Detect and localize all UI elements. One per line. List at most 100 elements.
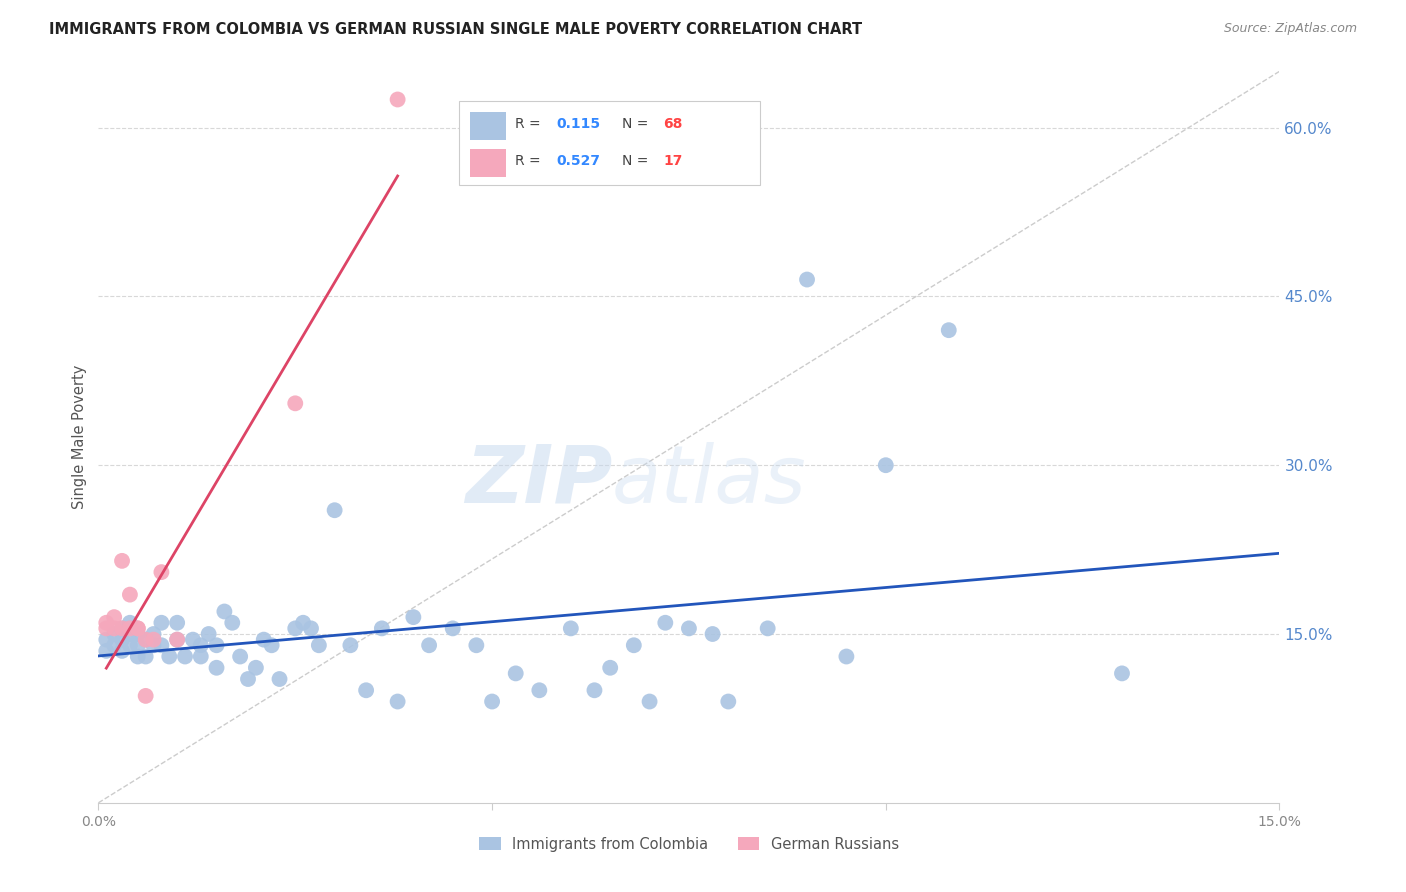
Point [638, 694, 661, 708]
Point [181, 632, 204, 647]
Point [214, 605, 236, 619]
Point [269, 672, 291, 686]
Point [1111, 666, 1133, 681]
Point [127, 649, 149, 664]
Point [150, 638, 173, 652]
Point [96, 632, 118, 647]
Point [678, 621, 700, 635]
Point [118, 627, 141, 641]
Point [190, 638, 212, 652]
Point [245, 661, 267, 675]
Point [111, 621, 134, 635]
Point [481, 694, 503, 708]
FancyBboxPatch shape [458, 101, 759, 185]
Point [190, 649, 212, 664]
Text: 68: 68 [664, 117, 682, 131]
Point [284, 396, 307, 410]
Text: 0.527: 0.527 [557, 154, 600, 169]
Point [599, 661, 621, 675]
Point [111, 644, 134, 658]
Point [583, 683, 606, 698]
Point [103, 610, 125, 624]
Point [135, 632, 157, 647]
Point [623, 638, 645, 652]
Point [229, 649, 252, 664]
Point [560, 621, 582, 635]
Point [135, 632, 157, 647]
Point [118, 615, 141, 630]
Point [529, 683, 551, 698]
Point [96, 621, 118, 635]
Point [157, 649, 180, 664]
Text: N =: N = [621, 117, 652, 131]
Point [796, 272, 818, 286]
FancyBboxPatch shape [471, 150, 506, 178]
Point [205, 661, 228, 675]
Text: N =: N = [621, 154, 652, 169]
Point [103, 638, 125, 652]
Point [371, 621, 394, 635]
Point [127, 621, 149, 635]
Point [260, 638, 283, 652]
Point [875, 458, 897, 473]
Legend: Immigrants from Colombia, German Russians: Immigrants from Colombia, German Russian… [472, 831, 905, 858]
Text: 17: 17 [664, 154, 682, 169]
Point [441, 621, 464, 635]
Point [354, 683, 377, 698]
Point [938, 323, 960, 337]
Point [103, 627, 125, 641]
Point [323, 503, 346, 517]
Point [418, 638, 440, 652]
Text: 0.115: 0.115 [557, 117, 600, 131]
Point [339, 638, 361, 652]
Point [166, 615, 188, 630]
Point [702, 627, 724, 641]
Point [835, 649, 858, 664]
Point [103, 621, 125, 635]
Point [150, 565, 173, 579]
Point [197, 627, 219, 641]
Point [756, 621, 779, 635]
Point [135, 649, 157, 664]
Point [96, 615, 118, 630]
Point [118, 588, 141, 602]
Text: IMMIGRANTS FROM COLOMBIA VS GERMAN RUSSIAN SINGLE MALE POVERTY CORRELATION CHART: IMMIGRANTS FROM COLOMBIA VS GERMAN RUSSI… [49, 22, 862, 37]
Point [308, 638, 330, 652]
Point [387, 93, 409, 107]
Point [166, 632, 188, 647]
Point [166, 632, 188, 647]
Point [402, 610, 425, 624]
Point [253, 632, 276, 647]
Point [654, 615, 676, 630]
Point [292, 615, 315, 630]
Point [118, 621, 141, 635]
Point [284, 621, 307, 635]
Text: R =: R = [516, 154, 546, 169]
Point [142, 627, 165, 641]
Text: Source: ZipAtlas.com: Source: ZipAtlas.com [1223, 22, 1357, 36]
Point [111, 554, 134, 568]
Text: R =: R = [516, 117, 546, 131]
Point [135, 689, 157, 703]
Point [96, 644, 118, 658]
Point [111, 621, 134, 635]
Point [150, 615, 173, 630]
Text: atlas: atlas [612, 442, 807, 520]
Point [221, 615, 243, 630]
FancyBboxPatch shape [471, 112, 506, 140]
Point [142, 632, 165, 647]
Y-axis label: Single Male Poverty: Single Male Poverty [72, 365, 87, 509]
Point [142, 638, 165, 652]
Point [174, 649, 197, 664]
Point [299, 621, 322, 635]
Point [118, 638, 141, 652]
Point [127, 621, 149, 635]
Point [505, 666, 527, 681]
Point [111, 632, 134, 647]
Point [236, 672, 259, 686]
Point [205, 638, 228, 652]
Point [717, 694, 740, 708]
Point [465, 638, 488, 652]
Point [387, 694, 409, 708]
Point [127, 627, 149, 641]
